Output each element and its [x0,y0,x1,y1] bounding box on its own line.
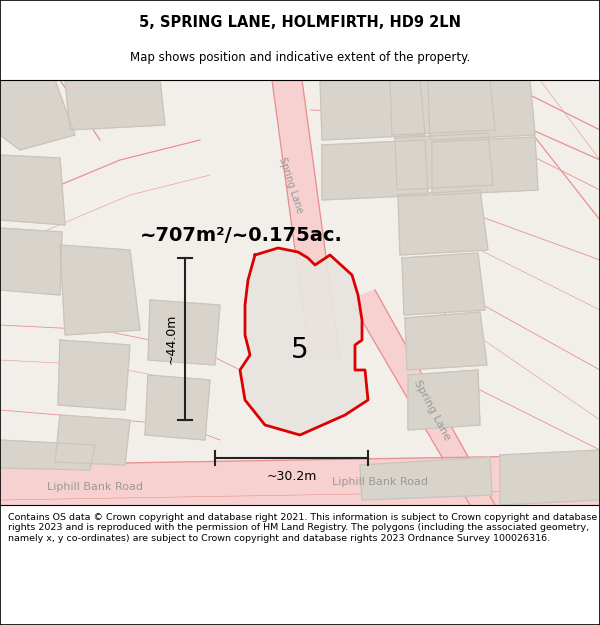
Text: Contains OS data © Crown copyright and database right 2021. This information is : Contains OS data © Crown copyright and d… [8,513,597,542]
Polygon shape [398,190,488,255]
Polygon shape [0,440,95,470]
Polygon shape [432,137,538,195]
Polygon shape [0,455,600,505]
Polygon shape [322,140,428,200]
Text: 5: 5 [291,336,309,364]
Polygon shape [0,80,600,505]
Polygon shape [0,80,75,150]
Polygon shape [320,80,425,140]
Polygon shape [350,290,495,505]
Polygon shape [405,312,487,370]
Polygon shape [408,370,480,430]
Text: ~44.0m: ~44.0m [164,314,178,364]
Polygon shape [148,300,220,365]
Polygon shape [272,80,340,360]
Polygon shape [402,253,485,315]
Text: 5, SPRING LANE, HOLMFIRTH, HD9 2LN: 5, SPRING LANE, HOLMFIRTH, HD9 2LN [139,15,461,30]
Text: ~30.2m: ~30.2m [266,469,317,482]
Text: Spring Lane: Spring Lane [412,378,452,442]
Polygon shape [58,340,130,410]
Polygon shape [60,245,140,335]
Polygon shape [360,457,492,500]
Polygon shape [145,375,210,440]
Polygon shape [428,80,535,140]
Polygon shape [390,80,495,135]
Polygon shape [240,248,368,435]
Polygon shape [65,80,165,130]
Polygon shape [0,228,62,295]
Polygon shape [0,155,65,225]
Text: ~707m²/~0.175ac.: ~707m²/~0.175ac. [140,226,343,244]
Text: Spring Lane: Spring Lane [277,156,305,214]
Text: Liphill Bank Road: Liphill Bank Road [332,477,428,487]
Polygon shape [55,415,130,465]
Text: Map shows position and indicative extent of the property.: Map shows position and indicative extent… [130,51,470,64]
Polygon shape [395,133,493,190]
Text: Liphill Bank Road: Liphill Bank Road [47,482,143,492]
Polygon shape [500,450,600,505]
